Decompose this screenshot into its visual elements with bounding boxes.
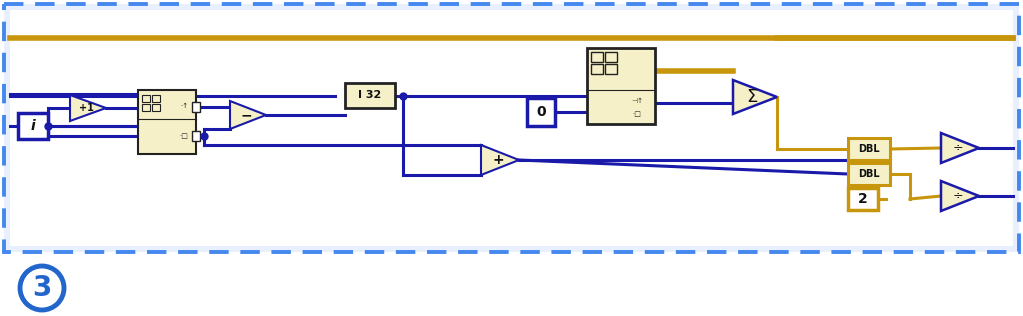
Polygon shape xyxy=(230,101,266,129)
Text: DBL: DBL xyxy=(858,144,880,154)
Text: 2: 2 xyxy=(858,192,868,206)
Text: ·□: ·□ xyxy=(180,133,188,139)
Text: ·↑: ·↑ xyxy=(180,103,188,109)
Circle shape xyxy=(20,266,64,310)
Text: +1: +1 xyxy=(79,103,93,113)
Text: ÷: ÷ xyxy=(952,142,964,155)
Text: 0: 0 xyxy=(536,105,546,119)
Bar xyxy=(605,52,617,62)
Text: ÷: ÷ xyxy=(952,190,964,203)
FancyBboxPatch shape xyxy=(345,83,395,108)
Bar xyxy=(591,64,603,74)
Polygon shape xyxy=(733,80,777,114)
Text: Σ: Σ xyxy=(747,88,758,106)
FancyBboxPatch shape xyxy=(848,163,890,185)
Bar xyxy=(142,95,150,102)
Bar xyxy=(152,104,160,111)
Text: DBL: DBL xyxy=(858,169,880,179)
Bar xyxy=(142,104,150,111)
Text: −: − xyxy=(240,108,252,122)
Polygon shape xyxy=(941,133,979,163)
FancyBboxPatch shape xyxy=(848,188,878,210)
Bar xyxy=(591,52,603,62)
Bar xyxy=(10,10,1013,246)
Bar xyxy=(152,95,160,102)
Text: ⊣↑: ⊣↑ xyxy=(631,98,643,104)
FancyBboxPatch shape xyxy=(527,98,555,126)
Bar xyxy=(605,64,617,74)
Bar xyxy=(192,102,201,112)
Text: 3: 3 xyxy=(33,274,52,302)
Bar xyxy=(4,4,1019,252)
Text: i: i xyxy=(31,119,36,133)
FancyBboxPatch shape xyxy=(18,113,48,139)
Polygon shape xyxy=(70,95,106,121)
Polygon shape xyxy=(481,145,519,175)
FancyBboxPatch shape xyxy=(138,90,196,154)
FancyBboxPatch shape xyxy=(848,138,890,160)
Text: I 32: I 32 xyxy=(358,90,382,100)
FancyBboxPatch shape xyxy=(587,48,655,124)
Bar xyxy=(192,131,201,141)
Text: +: + xyxy=(492,153,503,167)
Text: ·□: ·□ xyxy=(632,111,641,117)
Polygon shape xyxy=(941,181,979,211)
